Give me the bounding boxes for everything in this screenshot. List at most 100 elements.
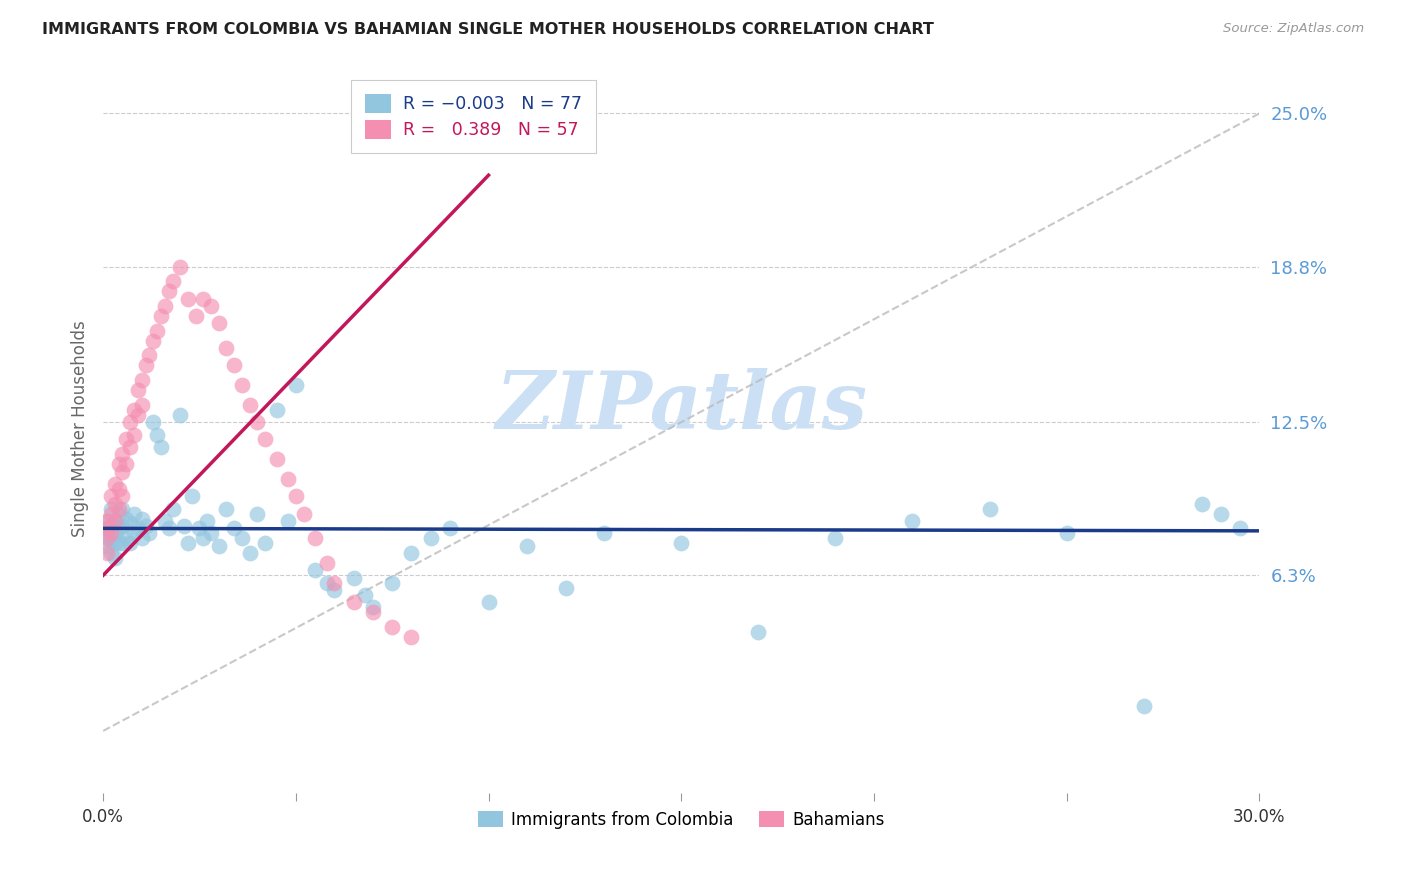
Point — [104, 526, 127, 541]
Point — [149, 309, 172, 323]
Point — [671, 536, 693, 550]
Legend: Immigrants from Colombia, Bahamians: Immigrants from Colombia, Bahamians — [471, 804, 891, 835]
Point — [224, 359, 246, 373]
Point — [239, 546, 262, 560]
Point — [96, 539, 118, 553]
Point — [127, 383, 149, 397]
Point — [231, 531, 253, 545]
Point — [315, 556, 337, 570]
Point — [184, 309, 207, 323]
Point — [138, 526, 160, 541]
Point — [115, 457, 138, 471]
Point — [1191, 497, 1213, 511]
Point — [1132, 699, 1154, 714]
Point — [122, 402, 145, 417]
Point — [104, 536, 127, 550]
Point — [239, 398, 262, 412]
Point — [149, 440, 172, 454]
Point — [208, 539, 231, 553]
Point — [188, 521, 211, 535]
Point — [554, 581, 576, 595]
Point — [100, 489, 122, 503]
Point — [104, 514, 127, 528]
Point — [122, 526, 145, 541]
Point — [1229, 521, 1251, 535]
Point — [193, 531, 215, 545]
Point — [131, 511, 153, 525]
Point — [127, 408, 149, 422]
Point — [111, 536, 134, 550]
Point — [120, 516, 142, 531]
Point — [253, 536, 276, 550]
Text: Source: ZipAtlas.com: Source: ZipAtlas.com — [1223, 22, 1364, 36]
Point — [107, 501, 129, 516]
Point — [593, 526, 616, 541]
Point — [107, 536, 129, 550]
Point — [131, 398, 153, 412]
Point — [304, 531, 326, 545]
Point — [100, 501, 122, 516]
Point — [193, 292, 215, 306]
Point — [323, 583, 346, 598]
Point — [343, 595, 366, 609]
Text: ZIPatlas: ZIPatlas — [495, 368, 868, 445]
Point — [304, 563, 326, 577]
Point — [354, 588, 377, 602]
Point — [146, 427, 169, 442]
Text: IMMIGRANTS FROM COLOMBIA VS BAHAMIAN SINGLE MOTHER HOUSEHOLDS CORRELATION CHART: IMMIGRANTS FROM COLOMBIA VS BAHAMIAN SIN… — [42, 22, 934, 37]
Point — [401, 630, 423, 644]
Point — [277, 472, 299, 486]
Point — [516, 539, 538, 553]
Point — [104, 477, 127, 491]
Point — [200, 299, 222, 313]
Point — [162, 274, 184, 288]
Point — [284, 378, 307, 392]
Point — [266, 402, 288, 417]
Point — [104, 551, 127, 566]
Point — [115, 511, 138, 525]
Point — [100, 507, 122, 521]
Point — [361, 600, 384, 615]
Point — [104, 514, 127, 528]
Point — [131, 531, 153, 545]
Y-axis label: Single Mother Households: Single Mother Households — [72, 320, 89, 537]
Point — [215, 341, 238, 355]
Point — [96, 521, 118, 535]
Point — [107, 507, 129, 521]
Point — [100, 531, 122, 545]
Point — [115, 433, 138, 447]
Point — [120, 440, 142, 454]
Point — [224, 521, 246, 535]
Point — [157, 285, 180, 299]
Point — [96, 531, 118, 545]
Point — [747, 625, 769, 640]
Point — [146, 324, 169, 338]
Point — [361, 606, 384, 620]
Point — [477, 595, 499, 609]
Point — [111, 447, 134, 461]
Point — [253, 433, 276, 447]
Point — [111, 489, 134, 503]
Point — [122, 507, 145, 521]
Point — [177, 536, 200, 550]
Point — [100, 526, 122, 541]
Point — [177, 292, 200, 306]
Point — [131, 373, 153, 387]
Point — [979, 501, 1001, 516]
Point — [195, 514, 218, 528]
Point — [142, 415, 165, 429]
Point — [111, 465, 134, 479]
Point — [96, 514, 118, 528]
Point — [401, 546, 423, 560]
Point — [266, 452, 288, 467]
Point — [127, 521, 149, 535]
Point — [104, 497, 127, 511]
Point — [107, 457, 129, 471]
Point — [292, 507, 315, 521]
Point — [215, 501, 238, 516]
Point — [96, 514, 118, 528]
Point — [120, 536, 142, 550]
Point — [439, 521, 461, 535]
Point — [111, 519, 134, 533]
Point — [277, 514, 299, 528]
